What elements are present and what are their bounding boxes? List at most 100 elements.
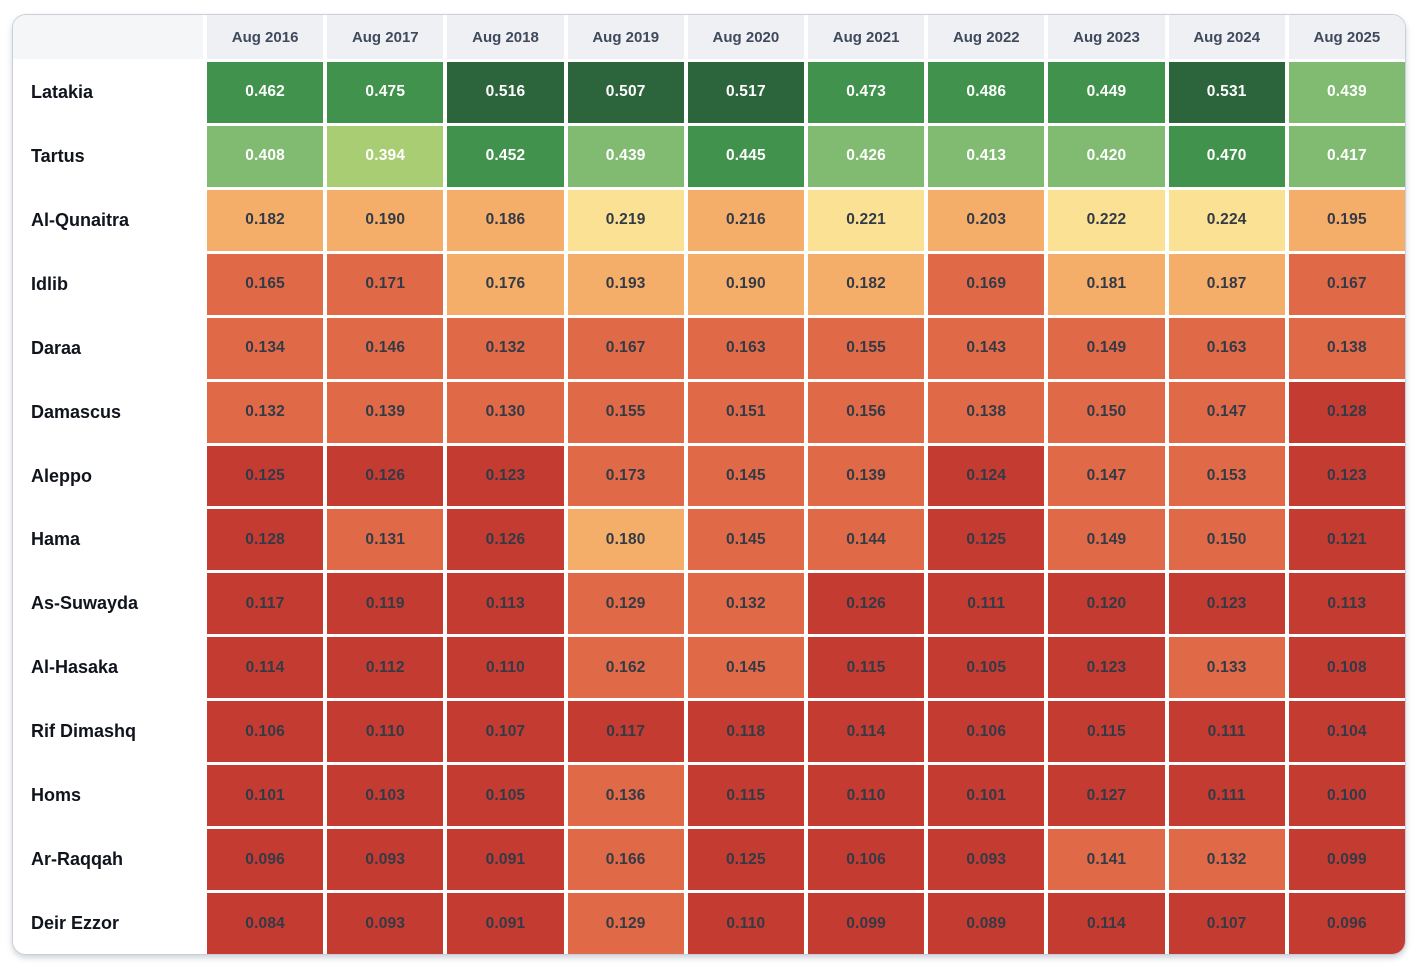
heatmap-cell: 0.141	[1048, 829, 1165, 891]
heatmap-cell: 0.111	[928, 573, 1045, 635]
heatmap-cell: 0.104	[1288, 701, 1405, 763]
heatmap-cell: 0.173	[567, 445, 684, 507]
heatmap-cell: 0.171	[327, 253, 444, 315]
heatmap-cell: 0.445	[687, 125, 804, 187]
heatmap-cell: 0.110	[327, 701, 444, 763]
table-corner	[13, 15, 203, 59]
heatmap-cell: 0.219	[567, 189, 684, 251]
heatmap-cell: 0.408	[207, 125, 324, 187]
heatmap-cell: 0.125	[928, 509, 1045, 571]
heatmap-cell: 0.119	[327, 573, 444, 635]
heatmap-cell: 0.439	[1288, 62, 1405, 123]
heatmap-cell: 0.470	[1168, 125, 1285, 187]
heatmap-cell: 0.181	[1048, 253, 1165, 315]
heatmap-cell: 0.130	[447, 381, 564, 443]
heatmap-cell: 0.111	[1168, 701, 1285, 763]
heatmap-cell: 0.125	[687, 829, 804, 891]
heatmap-cell: 0.531	[1168, 62, 1285, 123]
heatmap-cell: 0.486	[928, 62, 1045, 123]
row-label: Latakia	[13, 62, 203, 123]
heatmap-cell: 0.195	[1288, 189, 1405, 251]
heatmap-cell: 0.106	[807, 829, 925, 891]
heatmap-cell: 0.093	[327, 829, 444, 891]
heatmap-cell: 0.110	[447, 637, 564, 699]
heatmap-cell: 0.167	[1288, 253, 1405, 315]
heatmap-cell: 0.224	[1168, 189, 1285, 251]
heatmap-cell: 0.093	[928, 829, 1045, 891]
column-header: Aug 2020	[687, 15, 804, 59]
heatmap-cell: 0.121	[1288, 509, 1405, 571]
heatmap-cell: 0.151	[687, 381, 804, 443]
heatmap-cell: 0.153	[1168, 445, 1285, 507]
heatmap-cell: 0.132	[1168, 829, 1285, 891]
heatmap-cell: 0.449	[1048, 62, 1165, 123]
heatmap-cell: 0.150	[1168, 509, 1285, 571]
heatmap-cell: 0.439	[567, 125, 684, 187]
heatmap-cell: 0.216	[687, 189, 804, 251]
heatmap-table: Aug 2016 Aug 2017 Aug 2018 Aug 2019 Aug 2020…	[13, 15, 1405, 954]
heatmap-cell: 0.096	[207, 829, 324, 891]
heatmap-cell: 0.127	[1048, 765, 1165, 827]
heatmap-cell: 0.190	[687, 253, 804, 315]
heatmap-cell: 0.133	[1168, 637, 1285, 699]
heatmap-cell: 0.110	[807, 765, 925, 827]
heatmap-cell: 0.149	[1048, 317, 1165, 379]
heatmap-cell: 0.117	[567, 701, 684, 763]
heatmap-cell: 0.145	[687, 509, 804, 571]
column-header: Aug 2024	[1168, 15, 1285, 59]
row-label: As-Suwayda	[13, 573, 203, 635]
heatmap-cell: 0.139	[807, 445, 925, 507]
heatmap-cell: 0.103	[327, 765, 444, 827]
heatmap-cell: 0.115	[1048, 701, 1165, 763]
row-label: Daraa	[13, 317, 203, 379]
heatmap-cell: 0.123	[1168, 573, 1285, 635]
heatmap-cell: 0.114	[207, 637, 324, 699]
column-header: Aug 2023	[1048, 15, 1165, 59]
row-label: Idlib	[13, 253, 203, 315]
heatmap-cell: 0.138	[928, 381, 1045, 443]
heatmap-cell: 0.115	[687, 765, 804, 827]
heatmap-cell: 0.108	[1288, 637, 1405, 699]
heatmap-cell: 0.155	[807, 317, 925, 379]
row-label: Ar-Raqqah	[13, 829, 203, 891]
heatmap-cell: 0.203	[928, 189, 1045, 251]
heatmap-cell: 0.145	[687, 445, 804, 507]
heatmap-cell: 0.473	[807, 62, 925, 123]
heatmap-cell: 0.113	[447, 573, 564, 635]
heatmap-cell: 0.169	[928, 253, 1045, 315]
heatmap-cell: 0.182	[207, 189, 324, 251]
heatmap-cell: 0.132	[687, 573, 804, 635]
heatmap-cell: 0.105	[447, 765, 564, 827]
heatmap-cell: 0.167	[567, 317, 684, 379]
heatmap-cell: 0.420	[1048, 125, 1165, 187]
heatmap-cell: 0.084	[207, 893, 324, 954]
heatmap-cell: 0.138	[1288, 317, 1405, 379]
heatmap-cell: 0.106	[928, 701, 1045, 763]
row-label: Tartus	[13, 125, 203, 187]
heatmap-cell: 0.115	[807, 637, 925, 699]
heatmap-cell: 0.163	[687, 317, 804, 379]
heatmap-cell: 0.123	[1048, 637, 1165, 699]
heatmap-cell: 0.413	[928, 125, 1045, 187]
heatmap-cell: 0.144	[807, 509, 925, 571]
heatmap-cell: 0.132	[447, 317, 564, 379]
heatmap-cell: 0.394	[327, 125, 444, 187]
heatmap-cell: 0.125	[207, 445, 324, 507]
heatmap-cell: 0.107	[447, 701, 564, 763]
heatmap-cell: 0.150	[1048, 381, 1165, 443]
heatmap-cell: 0.221	[807, 189, 925, 251]
heatmap-cell: 0.186	[447, 189, 564, 251]
heatmap-cell: 0.123	[1288, 445, 1405, 507]
heatmap-cell: 0.517	[687, 62, 804, 123]
heatmap-cell: 0.093	[327, 893, 444, 954]
heatmap-cell: 0.156	[807, 381, 925, 443]
row-label: Homs	[13, 765, 203, 827]
heatmap-cell: 0.155	[567, 381, 684, 443]
heatmap-cell: 0.134	[207, 317, 324, 379]
heatmap-cell: 0.182	[807, 253, 925, 315]
heatmap-cell: 0.118	[687, 701, 804, 763]
column-header: Aug 2025	[1288, 15, 1405, 59]
heatmap-cell: 0.112	[327, 637, 444, 699]
heatmap-cell: 0.091	[447, 829, 564, 891]
heatmap-cell: 0.105	[928, 637, 1045, 699]
